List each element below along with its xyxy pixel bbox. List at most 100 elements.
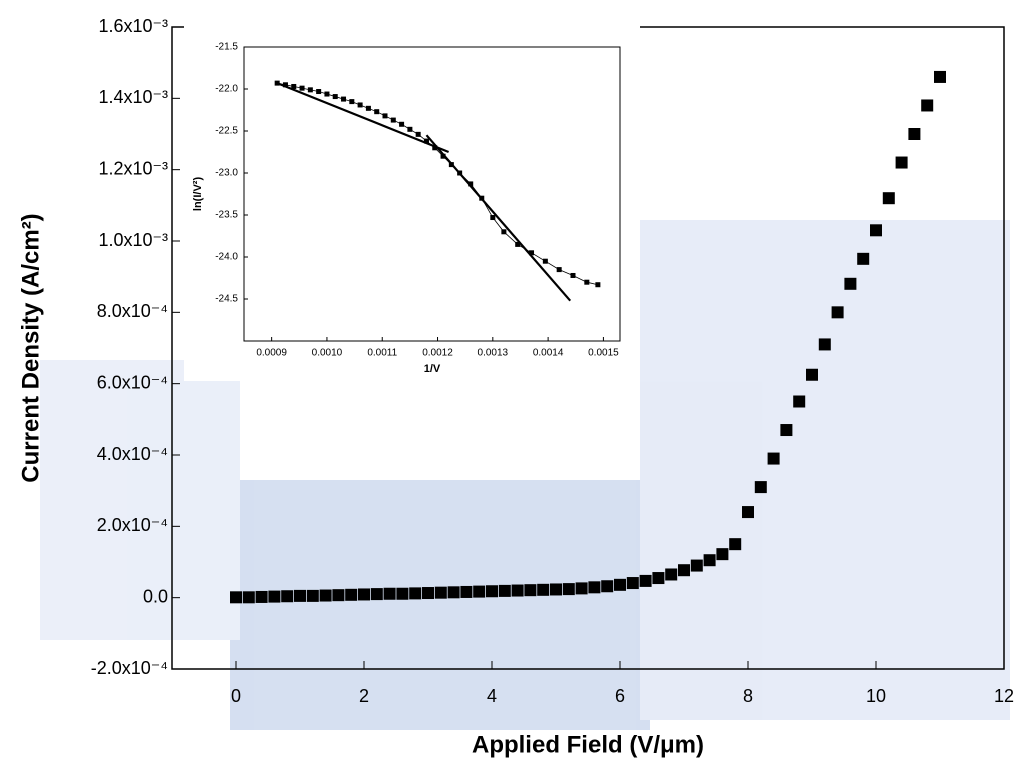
data-point [432,145,438,151]
y-tick-label: 1.4x10⁻³ [98,87,168,107]
x-tick-label: 0.0015 [588,348,619,359]
data-point [515,241,521,247]
data-point [390,117,396,123]
data-point [306,589,319,602]
main-plot: 0 2 4 6 8 10 12 -2.0x10⁻⁴ 0.0 2.0x10⁻⁴ 4.0x10⁻⁴ 6.0… [17,16,1014,759]
watermark-block [230,480,650,730]
data-point [365,105,371,111]
data-point [255,590,268,603]
data-point [423,138,429,144]
x-tick-label: 0 [231,686,241,706]
data-point [690,559,703,572]
x-tick-label: 0.0014 [533,348,564,359]
x-axis-label: 1/V [424,363,441,375]
inset-plot: 0.0009 0.0010 0.0011 0.0012 0.0013 0.0014 0.00… [184,17,640,381]
data-point [447,586,460,599]
data-point [626,577,639,590]
data-point [399,121,405,127]
data-point [595,282,601,288]
data-point [341,96,347,102]
data-point [729,538,742,551]
data-point [409,587,422,600]
data-point [422,587,434,600]
data-point [349,99,355,105]
data-point [703,554,716,567]
data-point [570,272,576,278]
data-point [921,99,934,112]
x-tick-label: 0.0013 [478,348,509,359]
data-point [818,338,831,351]
data-point [460,585,473,598]
data-point [468,181,474,187]
data-point [882,192,895,205]
y-tick-label: 6.0x10⁻⁴ [97,372,168,392]
data-point [357,102,363,108]
data-point [291,83,297,89]
y-tick-label: -21.5 [215,42,238,53]
data-point [511,584,524,597]
y-tick-label: 1.6x10⁻³ [98,16,168,36]
x-tick-label: 12 [994,686,1014,706]
x-axis-label: Applied Field (V/μm) [472,731,704,758]
x-tick-label: 6 [615,686,625,706]
data-point [524,584,537,597]
data-point [780,424,793,437]
data-point [415,131,421,137]
data-point [550,583,562,596]
data-point [242,591,255,604]
data-point [934,70,946,83]
data-point [857,252,870,265]
data-point [742,506,754,519]
y-tick-label: 2.0x10⁻⁴ [97,515,168,535]
data-point [299,85,305,91]
data-point [870,224,882,237]
data-point [831,306,844,319]
data-point [908,128,921,140]
data-point [319,589,332,602]
y-tick-label: 1.2x10⁻³ [98,158,168,178]
x-tick-label: 0.0010 [312,348,343,359]
data-point [767,452,780,465]
data-point [639,574,652,587]
data-point [575,582,588,595]
data-point [332,94,338,100]
data-point [584,279,590,285]
y-tick-label: -24.0 [215,252,238,263]
inset-background [184,17,640,381]
fit-line [276,82,449,154]
data-point [665,568,678,581]
data-point [332,589,345,602]
data-point [490,215,496,221]
data-point [806,368,818,381]
data-point [316,89,322,95]
data-point [307,87,313,93]
data-point [716,548,729,561]
data-point [345,588,358,601]
data-point [556,267,562,273]
data-point [370,588,383,601]
data-point [498,584,511,597]
data-point [486,585,498,598]
data-point [895,156,908,169]
fit-line [425,134,572,302]
x-tick-label: 4 [487,686,497,706]
watermark-block [640,220,1010,720]
x-tick-label: 0.0012 [422,348,453,359]
data-point [614,578,626,591]
data-point [588,581,601,594]
x-tick-label: 0.0011 [367,348,397,359]
data-point [294,589,306,602]
x-tick-label: 2 [359,686,369,706]
y-tick-label: 1.0x10⁻³ [98,230,168,250]
x-tick-label: 10 [866,686,886,706]
data-point [542,258,548,264]
y-tick-label: -22.0 [215,84,238,95]
y-tick-label: -22.5 [215,126,238,137]
plot-frame [243,46,621,342]
y-axis-label: Current Density (A/cm²) [17,213,44,482]
data-point [268,590,281,603]
y-tick-label: 8.0x10⁻⁴ [97,301,168,321]
x-tick-label: 8 [743,686,753,706]
data-point [844,277,857,290]
data-point [501,229,507,235]
